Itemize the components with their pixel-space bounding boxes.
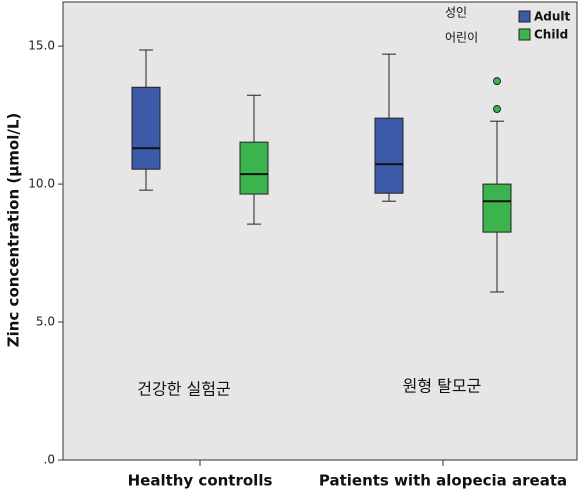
annotation: 원형 탈모군 xyxy=(403,377,482,396)
legend-annotation: 성인 xyxy=(445,6,467,20)
legend-label: Adult xyxy=(534,10,571,24)
legend-annotation: 어린이 xyxy=(445,31,478,45)
x-tick-label: Healthy controlls xyxy=(128,472,273,490)
y-tick-label: 10.0 xyxy=(28,177,55,191)
legend-swatch xyxy=(518,28,531,41)
y-tick-label: 5.0 xyxy=(36,315,55,329)
x-tick-label: Patients with alopecia areata xyxy=(319,472,567,490)
annotation: 건강한 실험군 xyxy=(137,380,230,399)
box xyxy=(482,183,512,233)
outlier xyxy=(493,105,501,114)
y-axis-label: Zinc concentration (μmol/L) xyxy=(5,113,23,348)
box xyxy=(374,117,404,194)
legend-swatch xyxy=(518,10,531,23)
box xyxy=(239,141,269,195)
box xyxy=(131,86,161,170)
y-tick-label: 15.0 xyxy=(28,39,55,53)
legend-label: Child xyxy=(534,28,568,42)
y-tick-label: .0 xyxy=(44,453,55,467)
outlier xyxy=(493,77,501,86)
